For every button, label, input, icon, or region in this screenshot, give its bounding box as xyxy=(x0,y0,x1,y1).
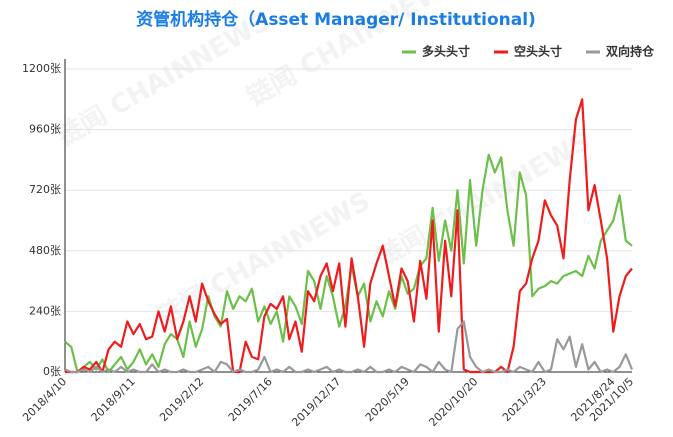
x-tick-label: 2020/10/20 xyxy=(426,375,480,429)
x-tick-label: 2019/2/12 xyxy=(157,375,206,424)
chart-title: 资管机构持仓（Asset Manager/ Institutional) xyxy=(136,9,536,30)
x-tick-label: 2019/12/17 xyxy=(289,375,343,429)
y-tick-label: 1200张 xyxy=(22,62,61,75)
legend-label: 双向持仓 xyxy=(606,44,655,59)
x-tick-label: 2020/5/19 xyxy=(363,375,412,424)
series-line xyxy=(65,98,633,374)
x-tick-label: 2018/9/11 xyxy=(89,375,138,424)
x-tick-label: 2018/4/10 xyxy=(20,375,69,424)
y-tick-label: 960张 xyxy=(29,123,61,136)
series-line xyxy=(64,153,633,374)
y-tick-label: 480张 xyxy=(29,244,61,257)
y-tick-label: 720张 xyxy=(29,183,61,196)
legend-label: 多头头寸 xyxy=(422,44,470,59)
x-tick-label: 2021/3/23 xyxy=(500,375,549,424)
series-line xyxy=(64,320,634,374)
x-tick-label: 2019/7/16 xyxy=(226,375,275,424)
legend-label: 空头头寸 xyxy=(514,44,562,59)
y-tick-label: 240张 xyxy=(29,304,61,317)
y-tick-label: 0张 xyxy=(43,365,61,378)
